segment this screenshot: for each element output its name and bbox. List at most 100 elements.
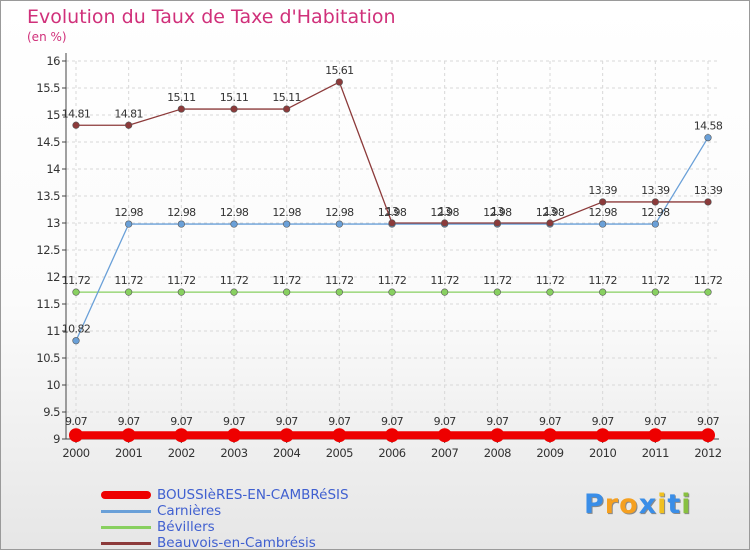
- data-point: [125, 288, 133, 296]
- data-label: 11.72: [694, 274, 723, 287]
- y-tick-label: 13.5: [36, 189, 60, 203]
- data-label: 11.72: [641, 274, 670, 287]
- logo-letter: r: [604, 489, 620, 520]
- data-label: 13.39: [694, 184, 723, 197]
- data-point: [335, 220, 343, 228]
- data-point: [283, 288, 291, 296]
- x-tick-label: 2005: [326, 446, 353, 460]
- x-tick-label: 2012: [694, 446, 721, 460]
- data-point: [72, 121, 80, 129]
- x-tick-label: 2002: [168, 446, 195, 460]
- data-point: [335, 78, 343, 86]
- data-label: 9.07: [381, 415, 404, 428]
- y-tick-label: 9: [53, 432, 60, 446]
- chart-unit-label: (en %): [27, 30, 67, 44]
- data-point: [701, 428, 715, 443]
- data-label: 11.72: [430, 274, 459, 287]
- x-tick-label: 2008: [484, 446, 511, 460]
- data-label: 12.98: [325, 206, 354, 219]
- data-point: [121, 428, 136, 443]
- logo-letter: i: [681, 489, 692, 520]
- data-label: 15.11: [272, 91, 301, 104]
- legend-swatch-boussieres: [101, 491, 151, 499]
- data-point: [493, 288, 501, 296]
- y-tick-label: 15.5: [36, 81, 60, 95]
- data-label: 11.72: [325, 274, 354, 287]
- data-label: 13: [491, 205, 504, 218]
- y-tick-label: 14.5: [36, 135, 60, 149]
- data-point: [493, 219, 501, 227]
- data-point: [599, 220, 607, 228]
- data-label: 11.72: [62, 274, 91, 287]
- data-point: [72, 288, 80, 296]
- data-label: 10.82: [62, 323, 91, 336]
- y-tick-label: 9.5: [43, 405, 60, 419]
- data-point: [704, 198, 712, 206]
- data-label: 11.72: [588, 274, 617, 287]
- y-tick-label: 11.5: [36, 297, 60, 311]
- y-tick-label: 12: [46, 270, 60, 284]
- x-tick-label: 2003: [220, 446, 247, 460]
- x-tick-label: 2000: [62, 446, 89, 460]
- data-label: 15.61: [325, 64, 354, 77]
- y-tick-label: 16: [46, 54, 60, 68]
- proxiti-logo: Proxiti: [584, 489, 692, 520]
- data-point: [441, 288, 449, 296]
- legend-swatch-beauvois: [101, 541, 151, 545]
- legend-label-carnieres: Carnières: [157, 503, 222, 519]
- x-tick-label: 2006: [378, 446, 405, 460]
- data-label: 12.98: [378, 206, 407, 219]
- data-point: [546, 219, 554, 227]
- data-point: [490, 428, 505, 443]
- data-label: 9.07: [592, 415, 615, 428]
- data-label: 9.07: [697, 415, 720, 428]
- logo-letter: t: [667, 489, 682, 520]
- x-tick-label: 2004: [273, 446, 300, 460]
- legend-item-boussieres: BOUSSIèRES-EN-CAMBRéSIS: [101, 487, 349, 503]
- data-label: 11.72: [378, 274, 407, 287]
- data-label: 14.81: [114, 107, 143, 120]
- logo-letter: i: [657, 489, 668, 520]
- data-label: 13.39: [641, 184, 670, 197]
- data-label: 12.98: [220, 206, 249, 219]
- chart-legend: BOUSSIèRES-EN-CAMBRéSIS Carnières Bévill…: [101, 487, 349, 551]
- data-point: [388, 219, 396, 227]
- y-tick-label: 10: [46, 378, 60, 392]
- x-tick-label: 2009: [536, 446, 563, 460]
- data-label: 12.98: [272, 206, 301, 219]
- data-label: 9.07: [644, 415, 667, 428]
- data-label: 9.07: [170, 415, 193, 428]
- legend-item-bevillers: Bévillers: [101, 519, 349, 535]
- data-point: [69, 428, 83, 443]
- data-point: [125, 220, 133, 228]
- data-label: 9.07: [65, 415, 88, 428]
- data-label: 15.11: [220, 91, 249, 104]
- data-point: [704, 134, 712, 142]
- data-label: 9.07: [223, 415, 246, 428]
- data-point: [230, 220, 238, 228]
- data-point: [388, 288, 396, 296]
- y-tick-label: 12.5: [36, 243, 60, 257]
- data-label: 12.98: [167, 206, 196, 219]
- legend-label-beauvois: Beauvois-en-Cambrésis: [157, 535, 316, 551]
- data-label: 9.07: [539, 415, 562, 428]
- data-label: 9.07: [118, 415, 141, 428]
- legend-item-beauvois: Beauvois-en-Cambrésis: [101, 535, 349, 551]
- data-point: [648, 428, 663, 443]
- series-2: 11.72 11.72 11.72 11.72 11.72 11.72 11.72 11.72…: [62, 274, 723, 296]
- x-tick-label: 2001: [115, 446, 142, 460]
- data-label: 11.72: [220, 274, 249, 287]
- data-point: [599, 288, 607, 296]
- data-point: [546, 288, 554, 296]
- data-point: [174, 428, 189, 443]
- legend-item-carnieres: Carnières: [101, 503, 349, 519]
- data-point: [441, 219, 449, 227]
- data-label: 11.72: [536, 274, 565, 287]
- data-point: [283, 105, 291, 113]
- data-label: 14.58: [694, 120, 723, 133]
- data-point: [332, 428, 347, 443]
- data-label: 11.72: [167, 274, 196, 287]
- data-point: [177, 288, 185, 296]
- data-label: 12.98: [430, 206, 459, 219]
